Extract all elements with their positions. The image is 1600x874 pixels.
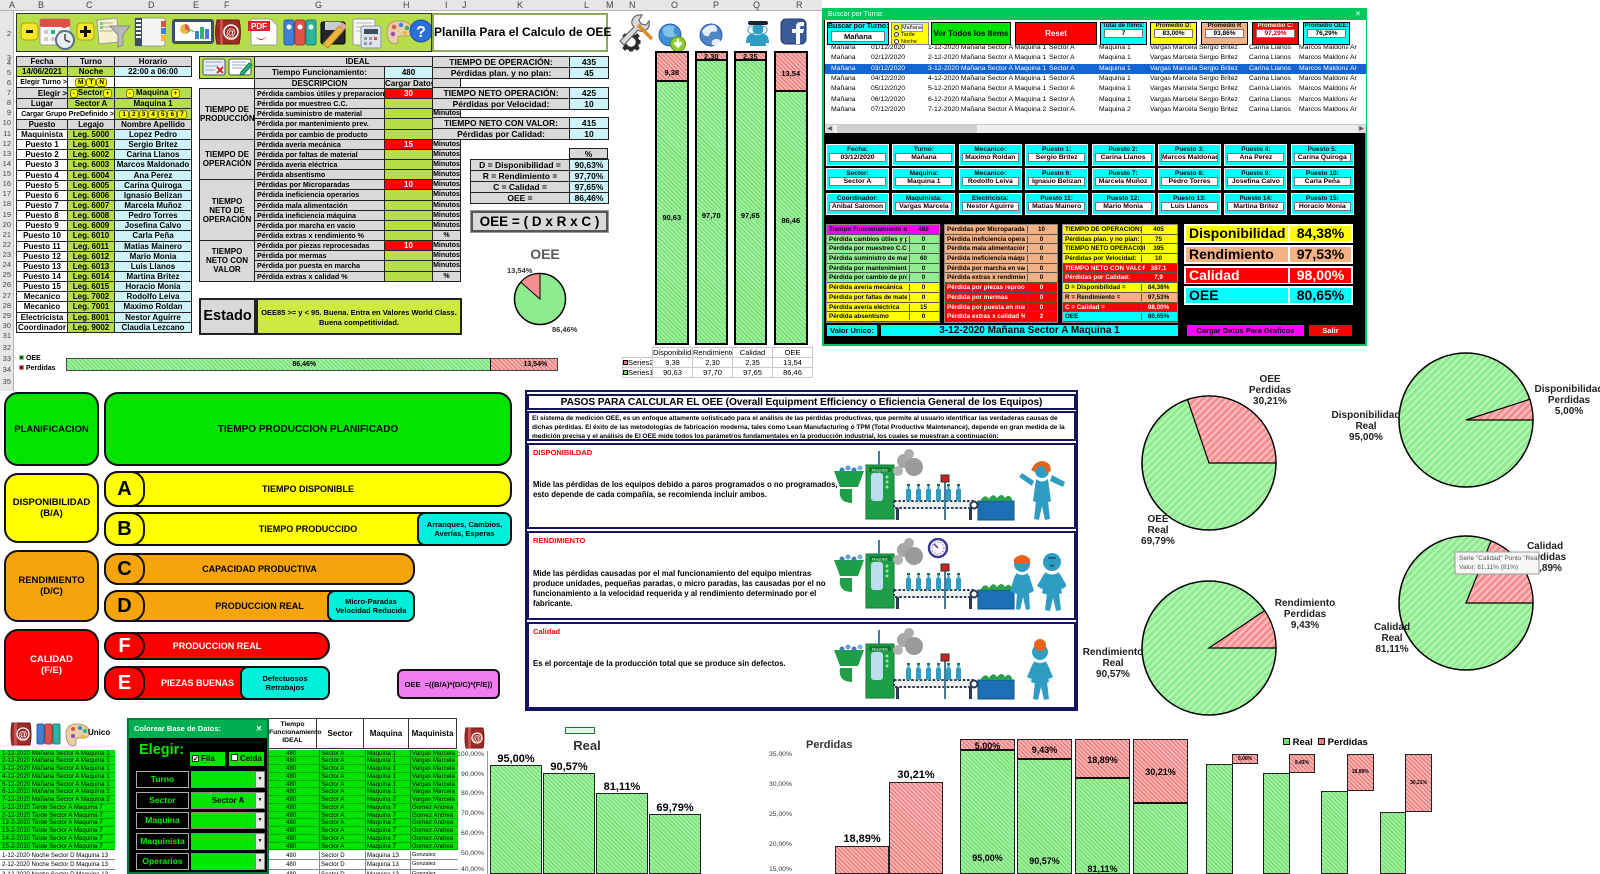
svg-text:@: @ [18, 730, 27, 740]
svg-text:Real: Real [1102, 658, 1123, 669]
svg-text:95,00%: 95,00% [1349, 432, 1383, 443]
svg-text:MaqOEE: MaqOEE [872, 647, 889, 652]
svg-text:90,57%: 90,57% [1096, 669, 1130, 680]
svg-text:MaqOEE: MaqOEE [872, 557, 889, 562]
svg-text:69,79%: 69,79% [1141, 536, 1175, 547]
svg-text:81,11%: 81,11% [1375, 644, 1408, 655]
svg-text:Real: Real [1355, 421, 1376, 432]
svg-text:30,21%: 30,21% [1253, 396, 1287, 407]
svg-text:MaqOEE: MaqOEE [872, 468, 889, 473]
svg-text:5,00%: 5,00% [1555, 406, 1583, 417]
svg-text:PDF: PDF [251, 22, 267, 31]
svg-text:Disponibilidad: Disponibilidad [1535, 384, 1600, 395]
svg-text:9,43%: 9,43% [1291, 620, 1319, 631]
svg-text:Disponibilidad: Disponibilidad [1332, 410, 1401, 421]
svg-text:OEE: OEE [1259, 374, 1280, 385]
svg-text:Valor: 81,11% (81%): Valor: 81,11% (81%) [1459, 564, 1518, 571]
svg-text:@: @ [226, 28, 236, 39]
svg-text:?: ? [416, 24, 426, 41]
svg-text:OEE: OEE [1147, 514, 1168, 525]
svg-text:13,54%: 13,54% [507, 266, 533, 275]
svg-text:Perdidas: Perdidas [1548, 395, 1591, 406]
svg-text:Perdidas: Perdidas [1249, 385, 1292, 396]
svg-text:Serie "Calidad" Punto "Real": Serie "Calidad" Punto "Real" [1459, 555, 1542, 562]
svg-text:18,89%: 18,89% [1528, 563, 1562, 574]
svg-text:@: @ [473, 734, 481, 743]
svg-text:Calidad: Calidad [1374, 622, 1410, 633]
svg-text:Rendimiento: Rendimiento [1275, 598, 1336, 609]
svg-text:Perdidas: Perdidas [1524, 552, 1567, 563]
svg-text:Perdidas: Perdidas [1284, 609, 1327, 620]
svg-text:86,46%: 86,46% [552, 325, 578, 334]
svg-text:Real: Real [1381, 633, 1402, 644]
svg-text:Rendimiento: Rendimiento [1083, 647, 1144, 658]
svg-text:Calidad: Calidad [1527, 541, 1563, 552]
svg-text:Real: Real [1147, 525, 1168, 536]
